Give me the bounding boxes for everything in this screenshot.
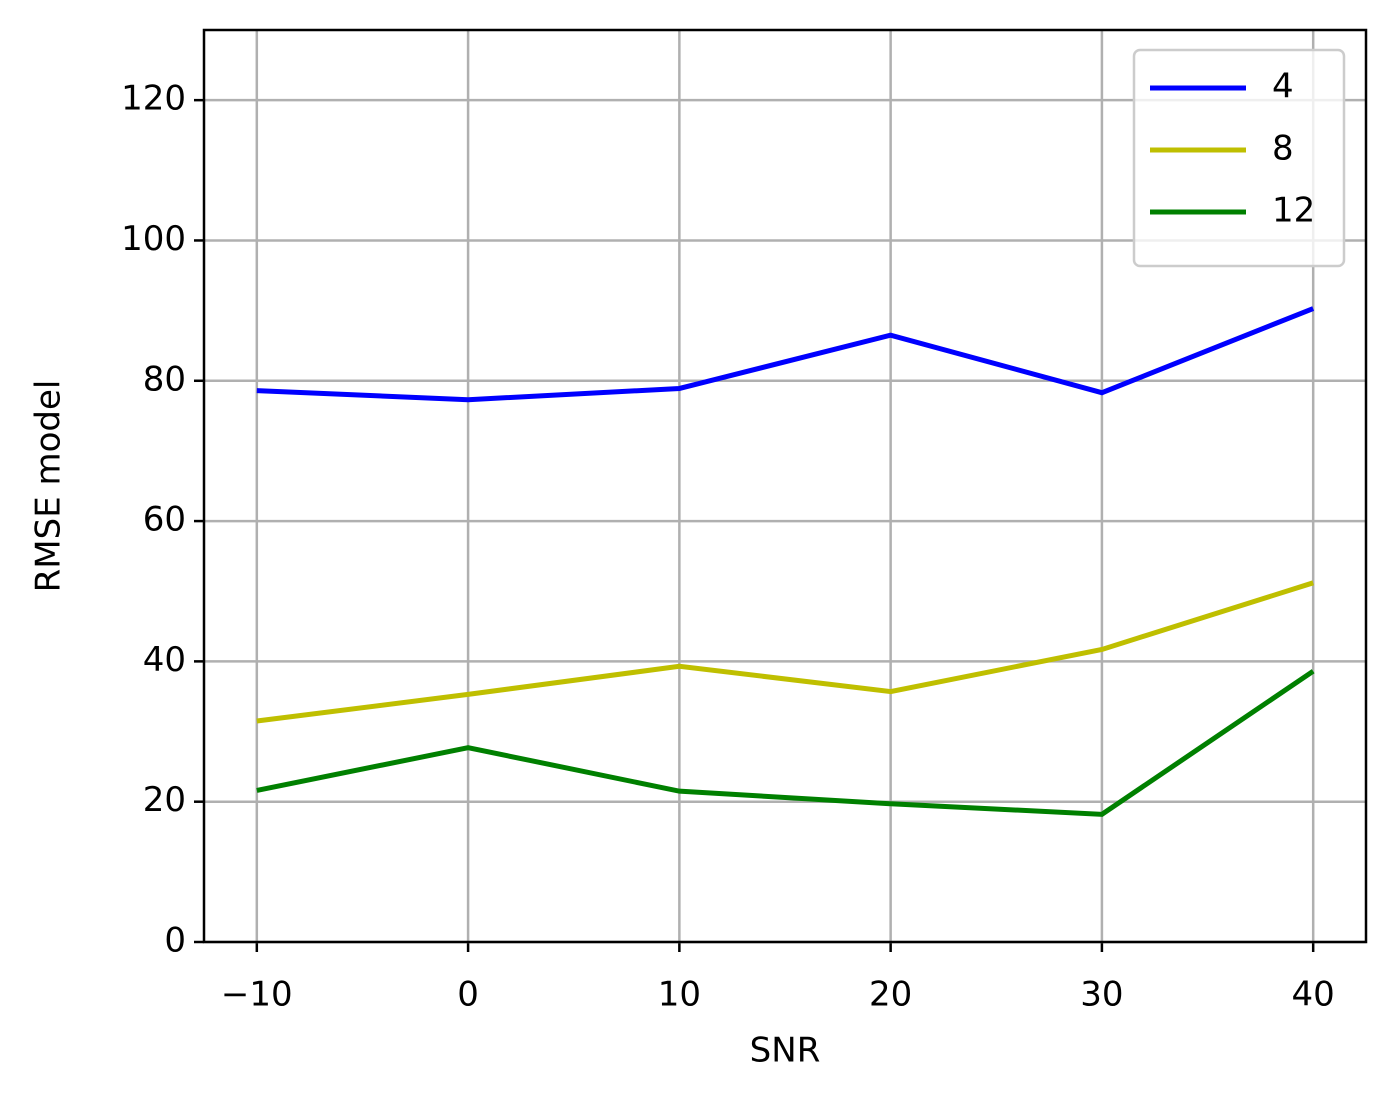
plot-frame (202, 28, 1368, 944)
x-tick-label: 10 (658, 975, 701, 1015)
y-tick-label: 60 (143, 500, 186, 540)
legend-label: 8 (1272, 129, 1294, 169)
x-tick-label: 0 (457, 975, 479, 1015)
y-tick-label: 80 (143, 359, 186, 399)
legend-label: 4 (1272, 67, 1294, 107)
data-line (256, 306, 1315, 403)
x-tick-label: 30 (1080, 975, 1123, 1015)
y-tick-label: 100 (121, 219, 186, 259)
data-line (256, 669, 1315, 817)
y-tick-label: 20 (143, 780, 186, 820)
x-tick-label: 40 (1292, 975, 1335, 1015)
x-axis-label: SNR (750, 1031, 821, 1071)
x-tick-label: 20 (869, 975, 912, 1015)
legend-box (1132, 48, 1346, 268)
y-axis-label: RMSE model (29, 380, 69, 593)
legend-label: 12 (1272, 191, 1315, 231)
data-line (256, 580, 1314, 724)
x-tick-label: −10 (221, 975, 293, 1015)
y-tick-label: 0 (164, 921, 186, 961)
y-tick-label: 40 (143, 640, 186, 680)
y-tick-label: 120 (121, 79, 186, 119)
